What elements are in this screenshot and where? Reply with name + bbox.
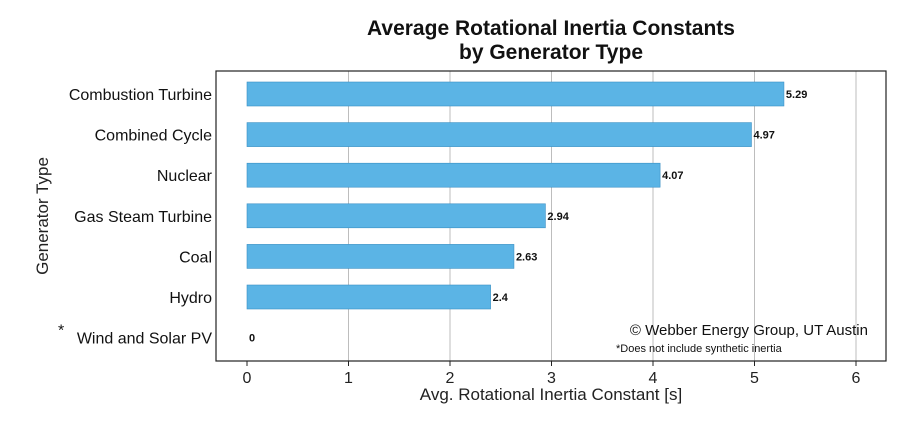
bars [246, 81, 785, 310]
data-label-5: 2.4 [493, 292, 509, 304]
x-tick-label-0: 0 [243, 370, 252, 387]
x-tick-label-6: 6 [852, 370, 861, 387]
category-marker-6: * [58, 323, 64, 340]
category-label-2: Nuclear [157, 168, 213, 185]
data-label-6: 0 [249, 333, 255, 345]
y-axis-label: Generator Type [33, 157, 52, 275]
category-labels: Combustion Turbine Combined Cycle Nuclear G… [58, 87, 213, 348]
category-label-0: Combustion Turbine [69, 87, 212, 104]
category-label-1: Combined Cycle [95, 128, 212, 145]
bar-1 [246, 122, 752, 147]
chart-title-line-1: Average Rotational Inertia Constants [367, 17, 735, 40]
x-tick-label-3: 3 [547, 370, 556, 387]
bar-3 [246, 203, 546, 229]
bar-4 [246, 244, 515, 269]
category-label-4: Coal [179, 249, 212, 266]
data-labels: 5.29 4.97 4.07 2.94 2.63 2.4 0 [249, 89, 807, 345]
credit-annotation: © Webber Energy Group, UT Austin [630, 322, 868, 339]
x-axis-label: Avg. Rotational Inertia Constant [s] [420, 385, 682, 404]
data-label-1: 4.97 [753, 130, 774, 142]
bar-0 [246, 81, 785, 107]
data-label-0: 5.29 [786, 89, 807, 101]
footnote-annotation: *Does not include synthetic inertia [616, 343, 783, 355]
x-tick-label-1: 1 [344, 370, 353, 387]
bar-5 [246, 284, 491, 310]
x-tick-label-2: 2 [446, 370, 455, 387]
data-label-2: 4.07 [662, 170, 683, 182]
category-label-3: Gas Steam Turbine [74, 209, 212, 226]
category-label-5: Hydro [169, 290, 212, 307]
data-label-4: 2.63 [516, 251, 537, 263]
data-label-3: 2.94 [547, 211, 569, 223]
x-tick-label-5: 5 [750, 370, 759, 387]
category-label-6: Wind and Solar PV [77, 331, 213, 348]
x-tick-label-4: 4 [649, 370, 658, 387]
x-ticks: 0 1 2 3 4 5 6 [243, 361, 861, 387]
chart-title-line-2: by Generator Type [459, 41, 643, 64]
bar-2 [246, 162, 661, 188]
